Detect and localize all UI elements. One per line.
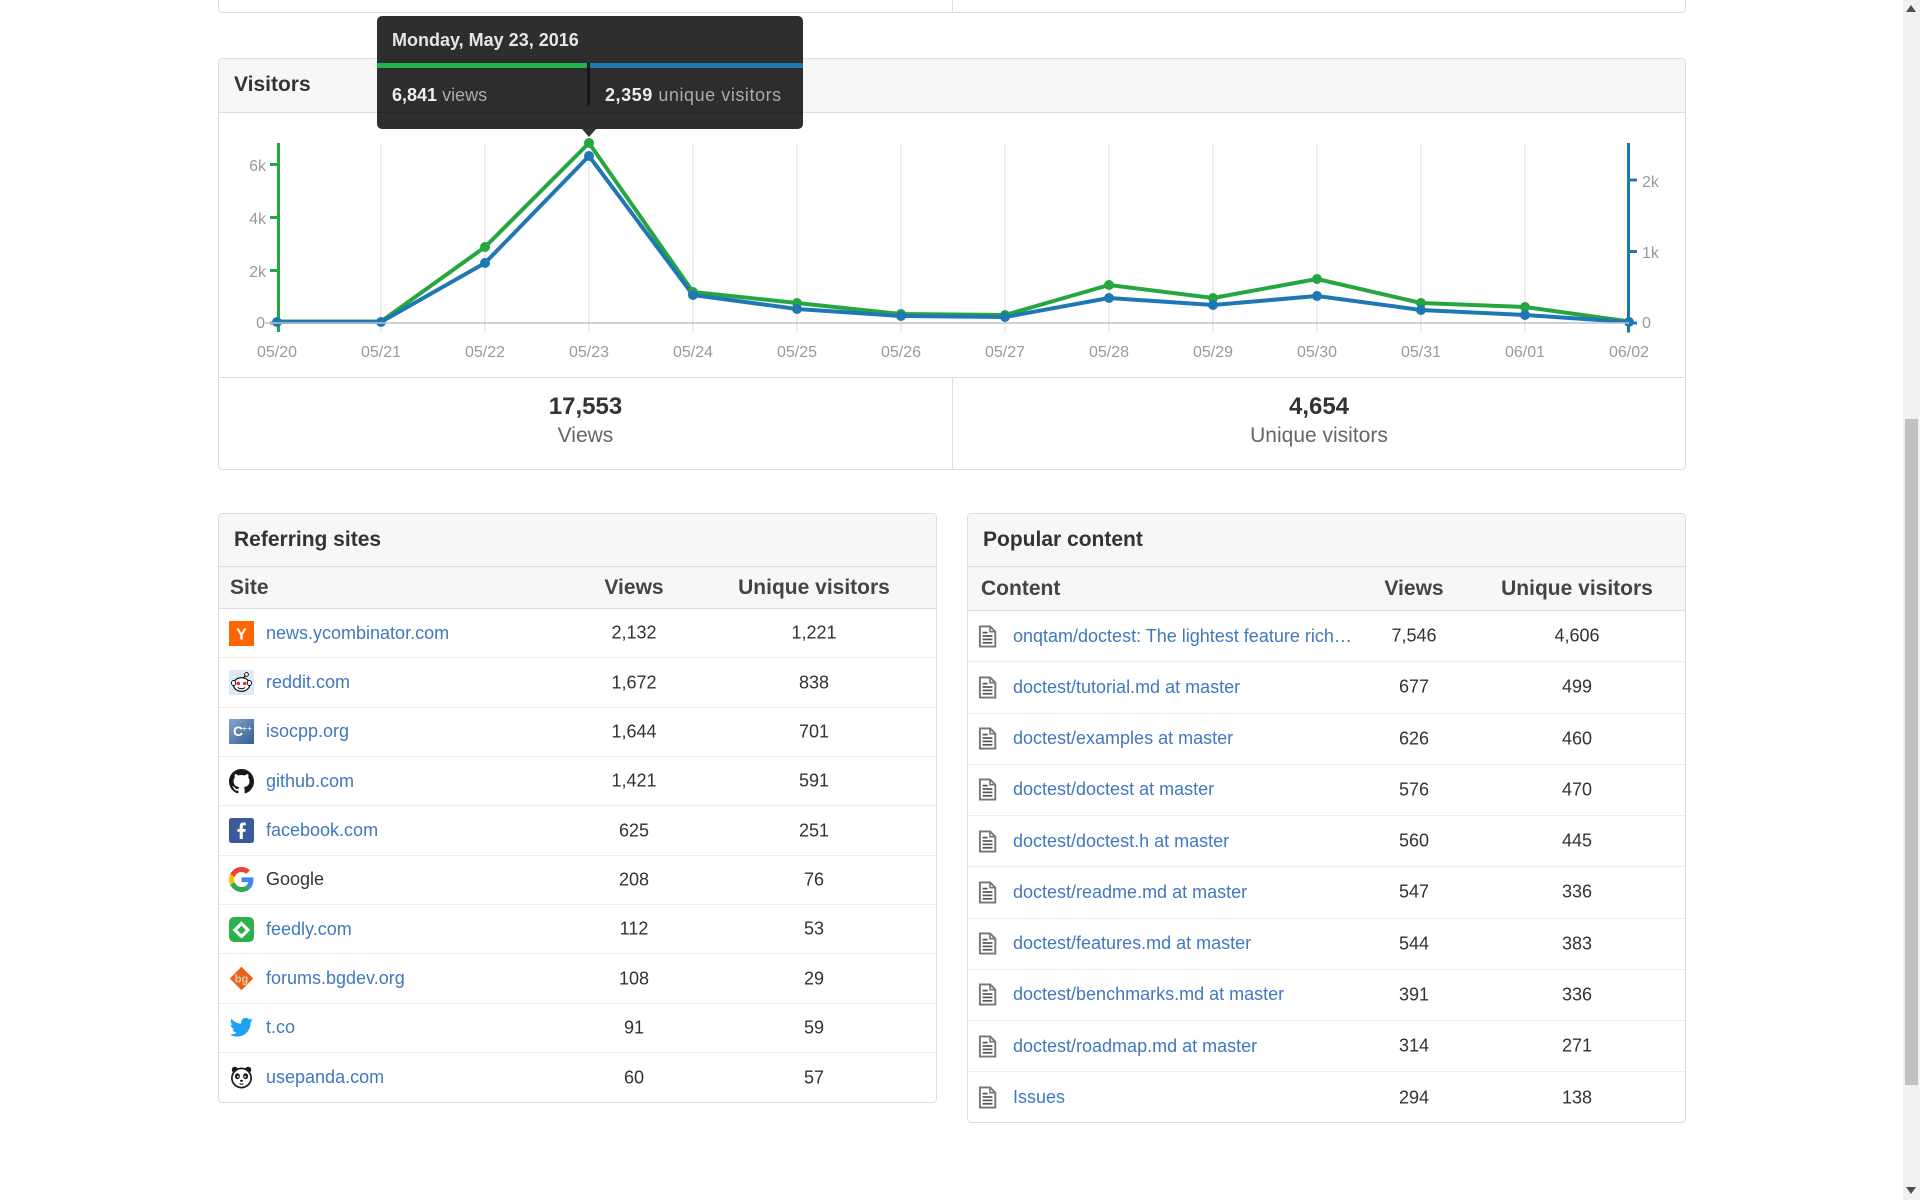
svg-text:05/30: 05/30 (1297, 344, 1337, 361)
svg-text:05/31: 05/31 (1401, 344, 1441, 361)
svg-text:05/26: 05/26 (881, 344, 921, 361)
svg-text:05/24: 05/24 (673, 344, 713, 361)
svg-text:05/27: 05/27 (985, 344, 1025, 361)
svg-text:4k: 4k (249, 211, 267, 228)
svg-text:05/29: 05/29 (1193, 344, 1233, 361)
svg-text:6k: 6k (249, 158, 267, 175)
svg-text:05/20: 05/20 (257, 344, 297, 361)
svg-text:05/28: 05/28 (1089, 344, 1129, 361)
svg-text:05/25: 05/25 (777, 344, 817, 361)
svg-text:05/22: 05/22 (465, 344, 505, 361)
svg-text:2k: 2k (1642, 174, 1660, 191)
svg-text:++: ++ (242, 724, 252, 733)
svg-text:06/02: 06/02 (1609, 344, 1649, 361)
svg-text:05/23: 05/23 (569, 344, 609, 361)
svg-text:2k: 2k (249, 264, 267, 281)
svg-text:Y: Y (236, 626, 247, 643)
svg-text:bg: bg (235, 974, 248, 986)
svg-text:06/01: 06/01 (1505, 344, 1545, 361)
svg-text:C: C (233, 723, 243, 739)
svg-text:0: 0 (256, 315, 265, 332)
svg-text:1k: 1k (1642, 245, 1660, 262)
svg-text:0: 0 (1642, 315, 1651, 332)
svg-text:05/21: 05/21 (361, 344, 401, 361)
